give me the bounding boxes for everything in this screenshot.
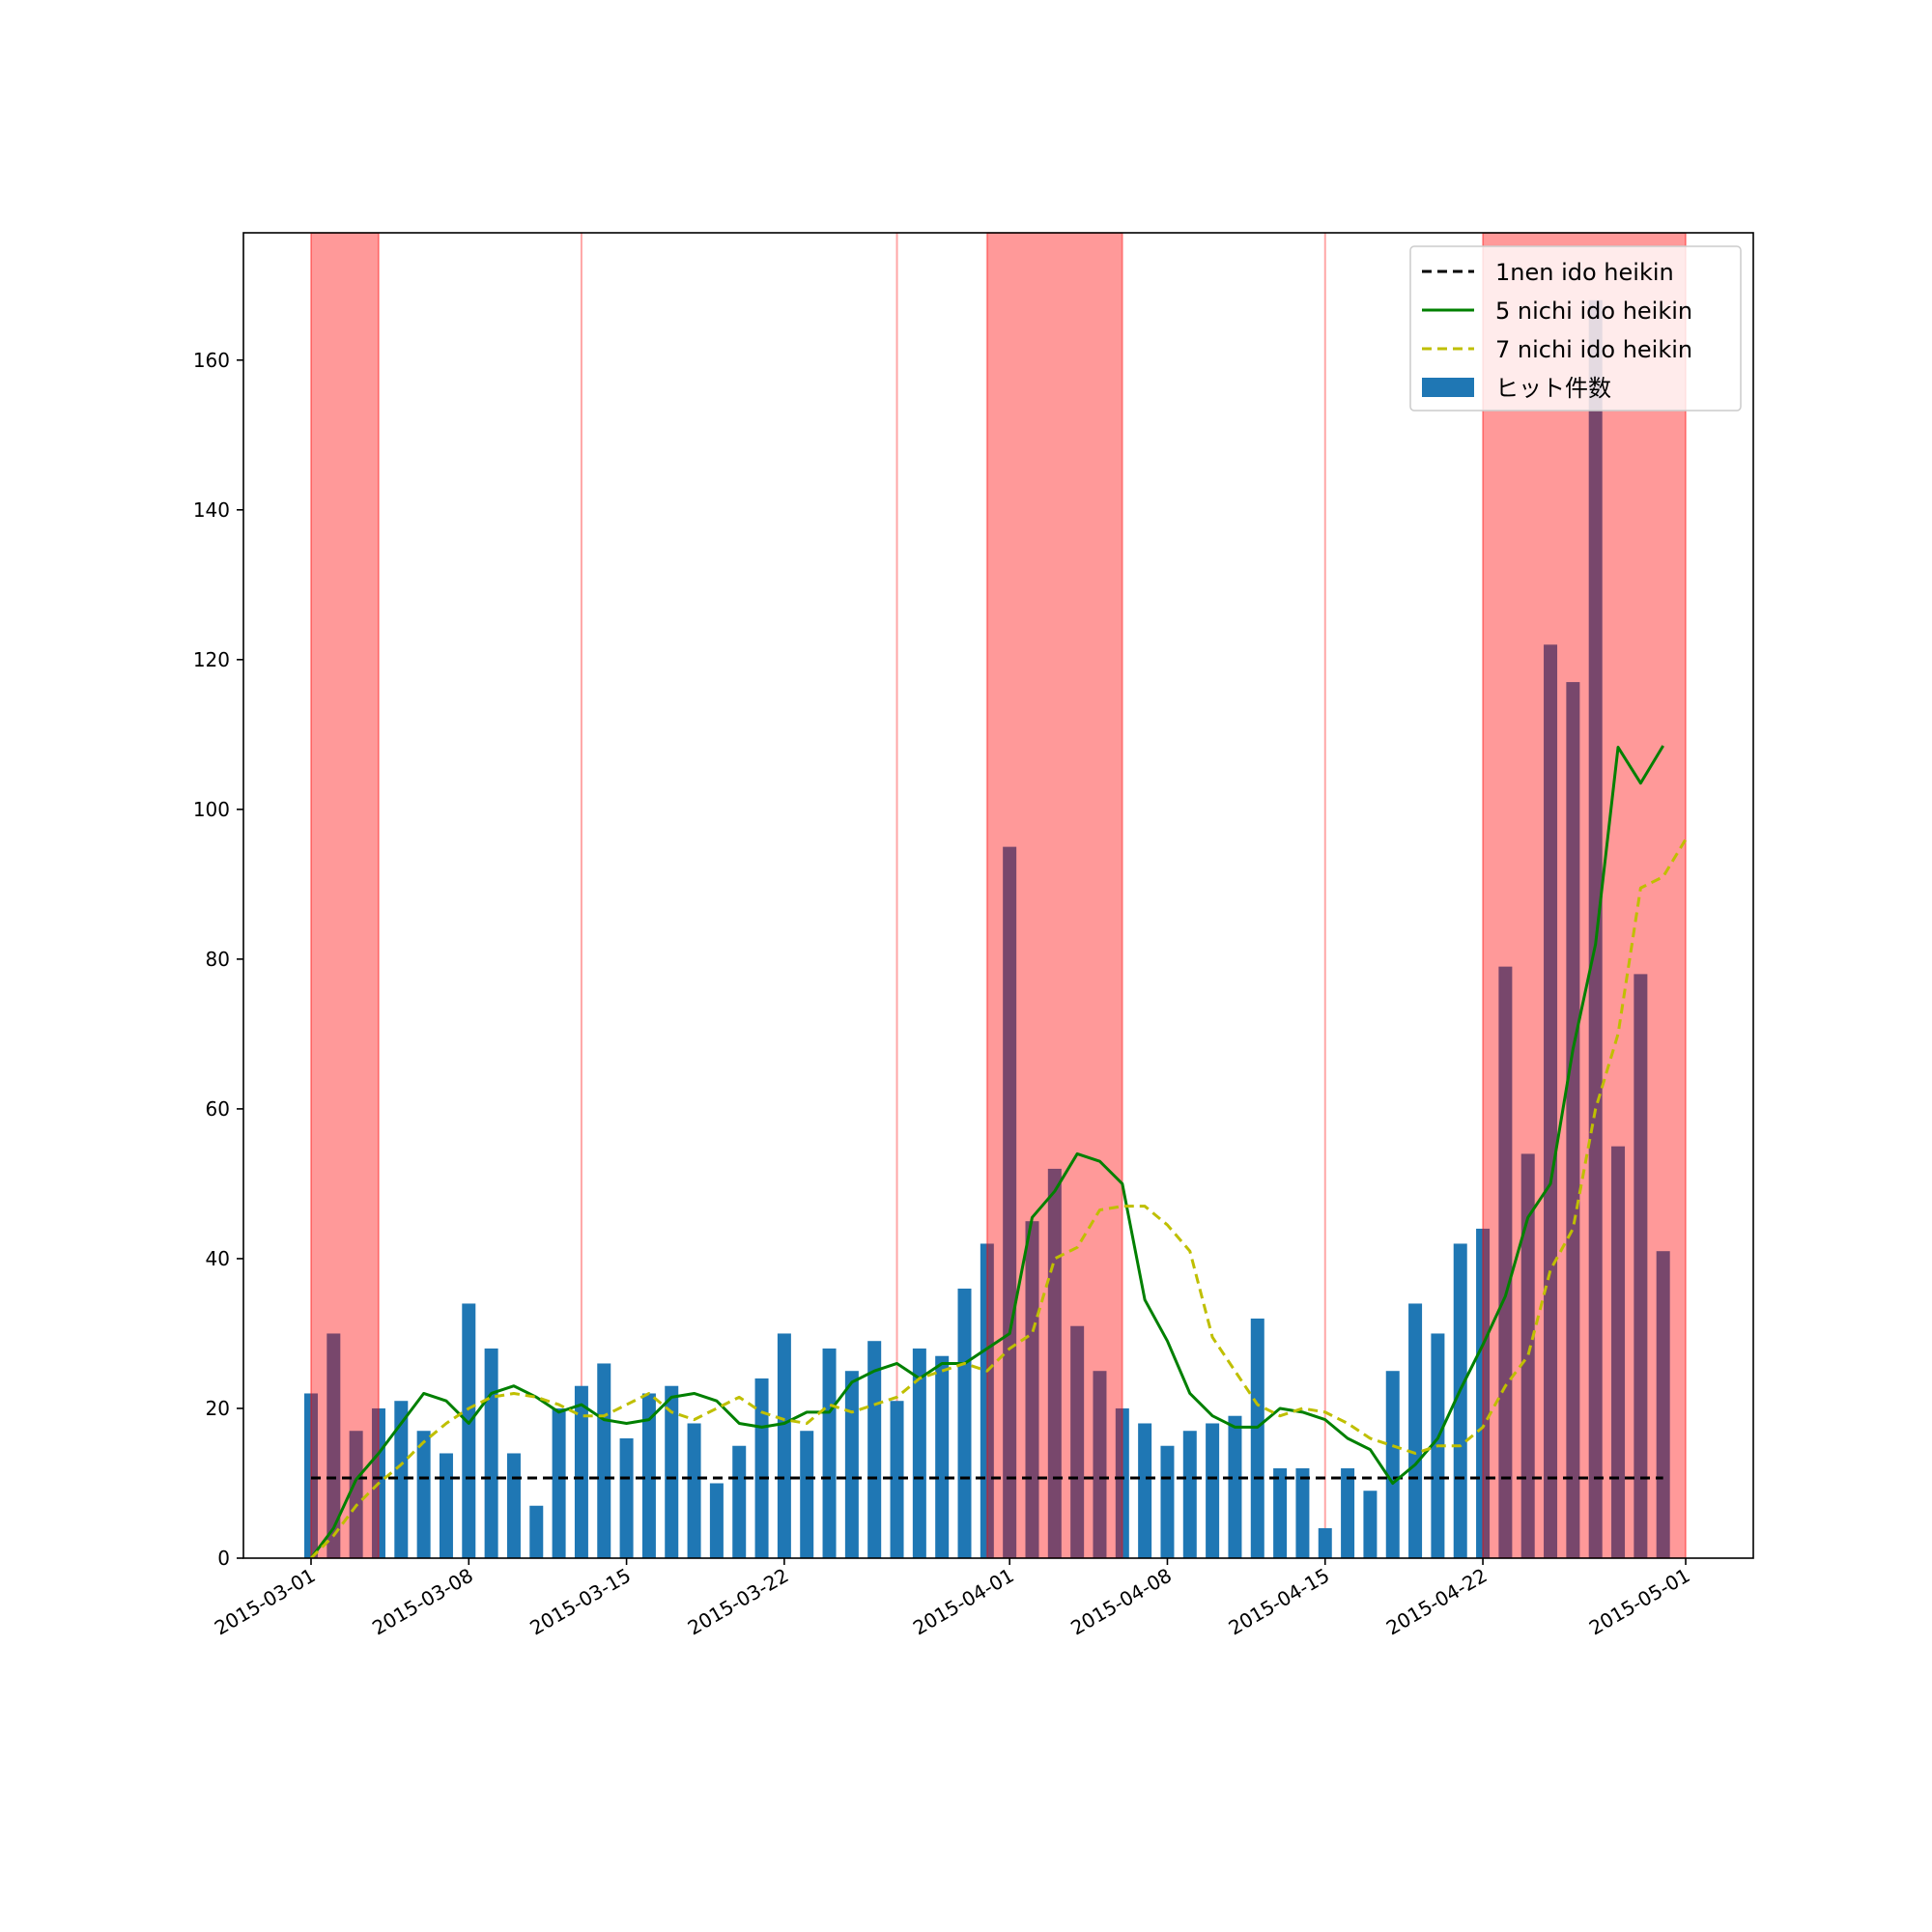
bar — [506, 1453, 521, 1558]
bar — [1363, 1491, 1378, 1558]
bar — [1115, 1407, 1129, 1558]
bar — [1520, 1153, 1535, 1558]
bar — [1025, 1221, 1039, 1558]
bar — [1138, 1423, 1152, 1558]
legend-label: 5 nichi ido heikin — [1495, 298, 1692, 325]
bar — [394, 1401, 409, 1558]
bar — [1228, 1415, 1242, 1558]
axes-frame — [242, 232, 1754, 1559]
y-tick-label: 40 — [206, 1247, 230, 1270]
bar — [641, 1393, 656, 1558]
legend-box — [1409, 245, 1742, 412]
legend-label: 1nen ido heikin — [1495, 259, 1674, 286]
bar — [980, 1243, 994, 1558]
bar — [1498, 966, 1513, 1558]
bar — [665, 1385, 679, 1558]
shaded-regions — [309, 233, 1688, 1558]
bar — [912, 1348, 926, 1558]
bar — [844, 1371, 859, 1558]
bar — [1182, 1431, 1197, 1558]
legend-label: 7 nichi ido heikin — [1495, 336, 1692, 363]
bar — [890, 1401, 904, 1558]
bar — [552, 1407, 566, 1558]
bar — [462, 1303, 476, 1558]
bar — [1408, 1303, 1423, 1558]
bar — [1070, 1325, 1085, 1558]
bar — [935, 1355, 950, 1558]
y-tick-label: 100 — [193, 798, 230, 821]
legend-swatch — [1422, 378, 1474, 397]
bar — [1003, 846, 1017, 1558]
bar — [1318, 1527, 1332, 1558]
shaded-region — [309, 233, 380, 1558]
line-series — [309, 745, 1688, 1558]
bar — [1588, 299, 1603, 1559]
bar — [1385, 1371, 1400, 1558]
y-tick-label: 160 — [193, 349, 230, 372]
bar — [1611, 1146, 1626, 1558]
bar — [1476, 1228, 1491, 1558]
bar — [484, 1348, 498, 1558]
bar — [687, 1423, 701, 1558]
bar — [574, 1385, 588, 1558]
bar — [754, 1378, 769, 1558]
legend: 1nen ido heikin 5 nichi ido heikin 7 nichi… — [1409, 245, 1742, 412]
bar — [439, 1453, 453, 1558]
y-tick-label: 0 — [217, 1547, 230, 1570]
y-tick-label: 80 — [206, 948, 230, 971]
bar — [777, 1333, 791, 1558]
bar — [349, 1431, 363, 1558]
series-line — [309, 838, 1688, 1558]
bar — [597, 1363, 611, 1558]
bar — [709, 1483, 724, 1558]
shaded-region — [1482, 233, 1688, 1558]
y-tick-label: 20 — [206, 1397, 230, 1420]
bar-series — [303, 299, 1670, 1559]
y-tick-label: 120 — [193, 648, 230, 671]
bar — [1250, 1318, 1264, 1558]
bar — [1566, 682, 1580, 1558]
series-line — [309, 745, 1664, 1558]
shaded-region — [985, 233, 1123, 1558]
bar — [529, 1505, 544, 1558]
bar — [1544, 644, 1558, 1558]
bar — [1273, 1467, 1288, 1558]
legend-label: ヒット件数 — [1495, 375, 1611, 402]
bar — [1341, 1467, 1355, 1558]
bar — [1453, 1243, 1467, 1558]
bar — [732, 1445, 747, 1558]
bar — [1206, 1423, 1220, 1558]
vertical-lines — [580, 233, 1326, 1558]
bar — [327, 1333, 341, 1558]
bar — [822, 1348, 837, 1558]
y-tick-label: 140 — [193, 498, 230, 522]
bar — [957, 1288, 972, 1558]
bar — [1093, 1371, 1107, 1558]
bar — [303, 1393, 318, 1558]
bar — [867, 1341, 882, 1558]
bar — [1295, 1467, 1310, 1558]
bar — [1160, 1445, 1175, 1558]
y-tick-label: 60 — [206, 1097, 230, 1121]
bar — [1634, 974, 1648, 1558]
bar — [619, 1437, 634, 1558]
bar — [416, 1431, 431, 1558]
bar — [800, 1431, 814, 1558]
bar — [1656, 1251, 1670, 1558]
